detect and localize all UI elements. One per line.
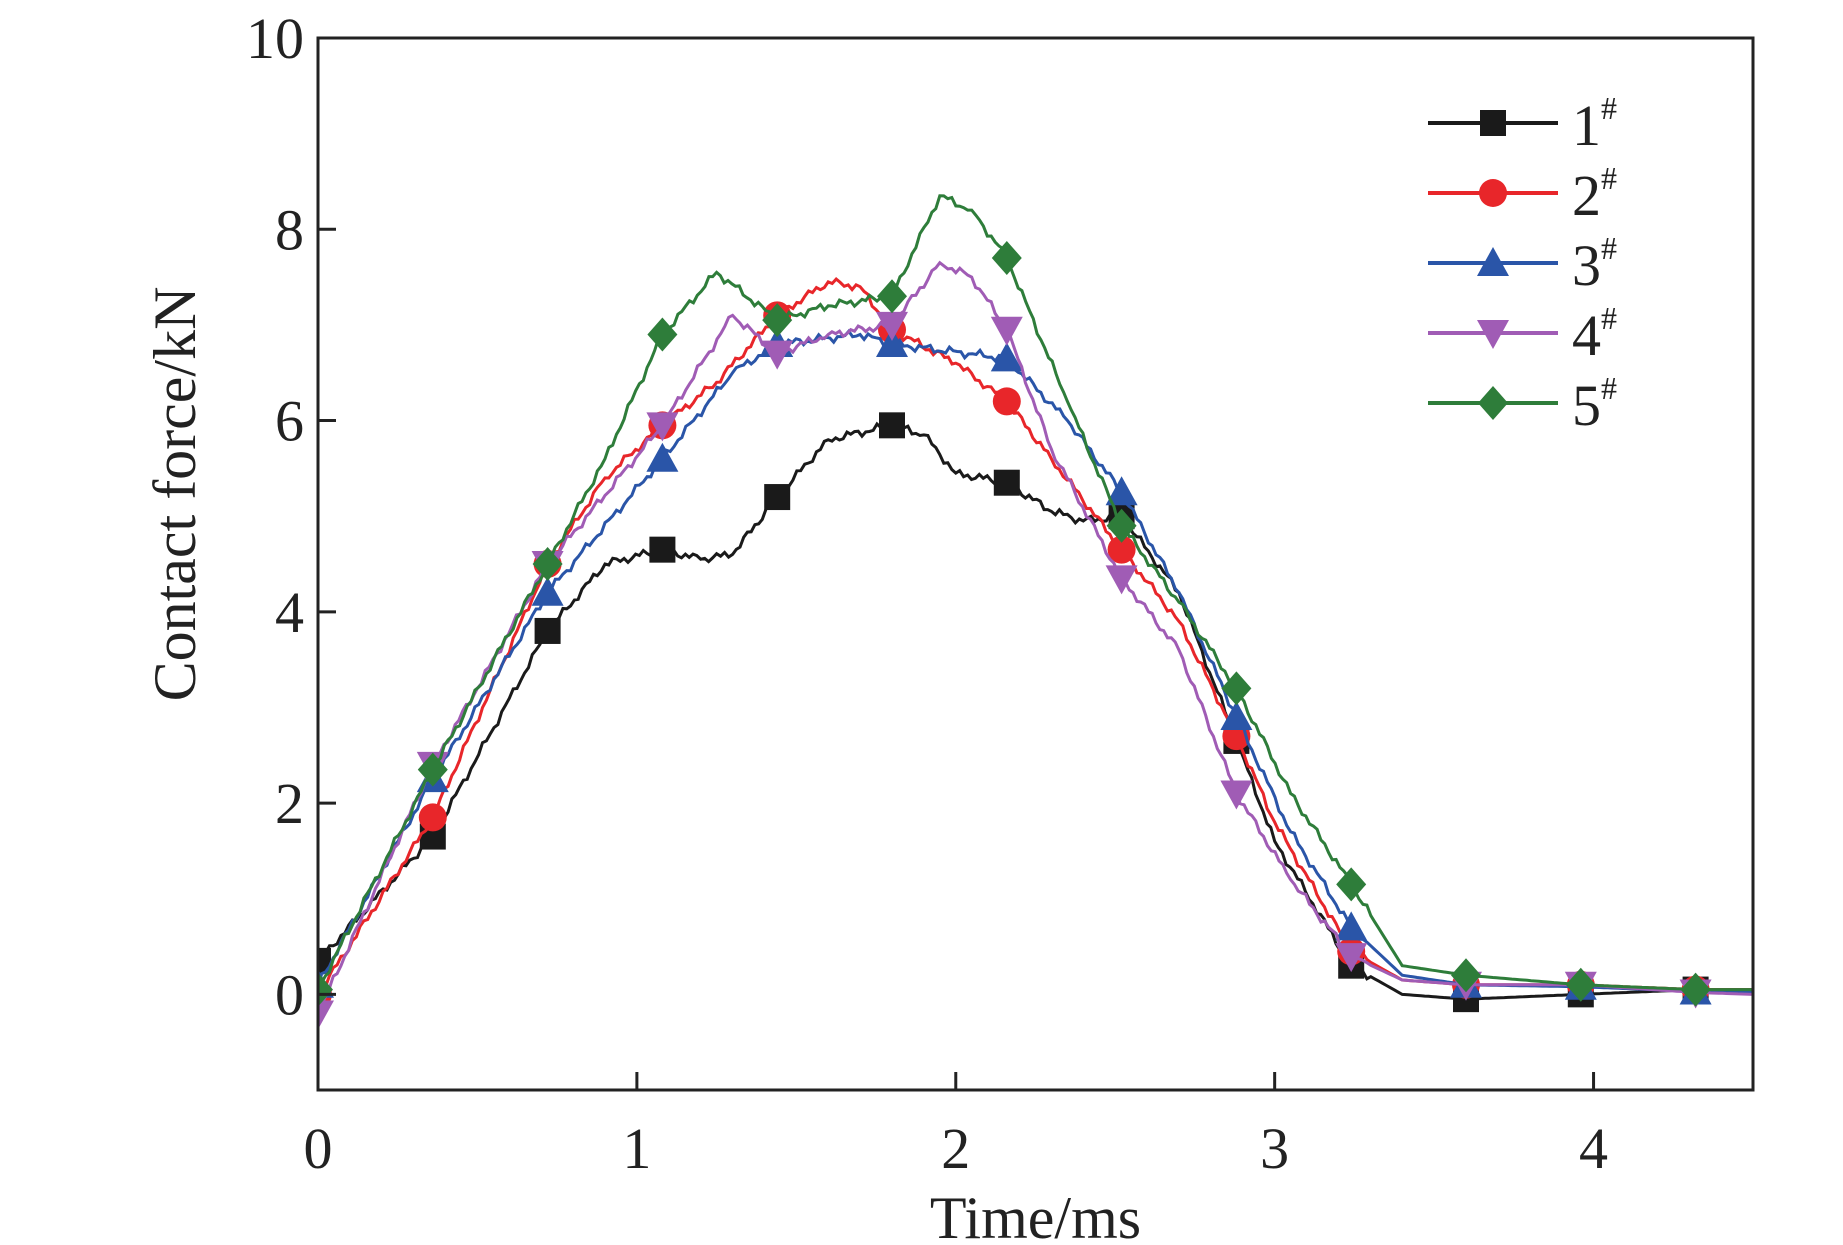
data-point-marker	[762, 303, 793, 338]
data-point-marker	[417, 752, 448, 787]
legend-label: 2#	[1572, 160, 1617, 228]
data-point-marker	[990, 316, 1023, 346]
series-layer	[318, 194, 1753, 1030]
legend-label-number: 5	[1572, 373, 1601, 438]
data-point-marker	[647, 317, 678, 352]
data-point-marker	[764, 484, 791, 511]
data-point-marker	[877, 279, 907, 314]
data-point-marker	[531, 576, 564, 606]
data-point-marker	[1220, 701, 1253, 731]
legend-marker	[1479, 179, 1507, 207]
legend-label: 5#	[1572, 370, 1617, 438]
legend-marker	[1478, 386, 1508, 420]
x-tick-label: 4	[1579, 1116, 1608, 1181]
data-point-marker	[646, 412, 679, 442]
data-point-marker	[1106, 508, 1137, 543]
legend-label-superscript: #	[1601, 370, 1617, 406]
series-line-1	[318, 421, 1753, 1001]
x-tick-label: 2	[941, 1116, 970, 1181]
legend-label-number: 1	[1572, 93, 1601, 158]
y-tick-label: 2	[275, 771, 304, 836]
legend-entry-4: 4#	[1428, 300, 1617, 368]
series-line-3	[318, 328, 1753, 994]
series-line-5	[318, 194, 1753, 992]
legend-label-number: 3	[1572, 233, 1601, 298]
y-tick-label: 0	[275, 962, 304, 1027]
plot-frame	[316, 36, 1755, 1092]
legend-entry-1: 1#	[1428, 90, 1617, 158]
data-point-marker	[318, 972, 333, 1007]
data-point-marker	[879, 412, 905, 439]
data-point-marker	[318, 1000, 334, 1030]
data-point-marker	[649, 536, 676, 563]
data-point-marker	[1221, 671, 1252, 706]
x-tick-label: 0	[304, 1116, 333, 1181]
data-point-marker	[1220, 780, 1253, 810]
legend-label-number: 4	[1572, 303, 1601, 368]
legend-marker	[1477, 247, 1509, 276]
series-line-4	[318, 260, 1753, 1015]
data-point-marker	[1565, 967, 1596, 1002]
data-point-marker	[991, 240, 1022, 275]
data-point-marker	[876, 328, 908, 358]
legend-entry-2: 2#	[1428, 160, 1617, 228]
legend-label-superscript: #	[1601, 300, 1617, 336]
data-point-marker	[1451, 958, 1481, 993]
data-point-marker	[761, 340, 794, 370]
data-point-marker	[992, 387, 1021, 416]
legend-label-superscript: #	[1601, 160, 1617, 196]
x-tick-label: 3	[1260, 1116, 1289, 1181]
data-point-marker	[1335, 911, 1368, 941]
data-point-marker	[993, 469, 1020, 496]
data-point-marker	[1335, 943, 1368, 973]
legend-label-superscript: #	[1601, 230, 1617, 266]
x-tick-label: 1	[622, 1116, 651, 1181]
series-5	[318, 194, 1753, 1007]
legend-label-superscript: #	[1601, 90, 1617, 126]
data-point-marker	[646, 442, 679, 472]
y-tick-label: 10	[246, 6, 304, 71]
data-point-marker	[418, 803, 447, 832]
legend-label: 4#	[1572, 300, 1617, 368]
x-axis-label: Time/ms	[930, 1185, 1141, 1245]
y-axis-label: Contact force/kN	[142, 287, 208, 702]
y-tick-label: 6	[275, 389, 304, 454]
legend-entry-3: 3#	[1428, 230, 1617, 298]
legend-marker	[1477, 320, 1509, 349]
data-point-marker	[990, 342, 1023, 372]
data-point-marker	[534, 617, 561, 644]
legend: 1#2#3#4#5#	[1428, 90, 1617, 438]
legend-marker	[1480, 110, 1506, 136]
legend-label: 1#	[1572, 90, 1617, 158]
data-point-marker	[532, 547, 563, 581]
y-tick-label: 4	[275, 580, 304, 645]
data-point-marker	[1107, 535, 1136, 564]
legend-label: 3#	[1572, 230, 1617, 298]
data-point-marker	[876, 311, 908, 341]
legend-entry-5: 5#	[1428, 370, 1617, 438]
series-1	[318, 412, 1753, 1013]
data-point-marker	[1336, 867, 1367, 902]
y-tick-label: 8	[275, 197, 304, 262]
data-point-marker	[1105, 476, 1138, 506]
data-point-marker	[1680, 972, 1711, 1007]
data-point-marker	[1105, 565, 1138, 595]
legend-label-number: 2	[1572, 163, 1601, 228]
